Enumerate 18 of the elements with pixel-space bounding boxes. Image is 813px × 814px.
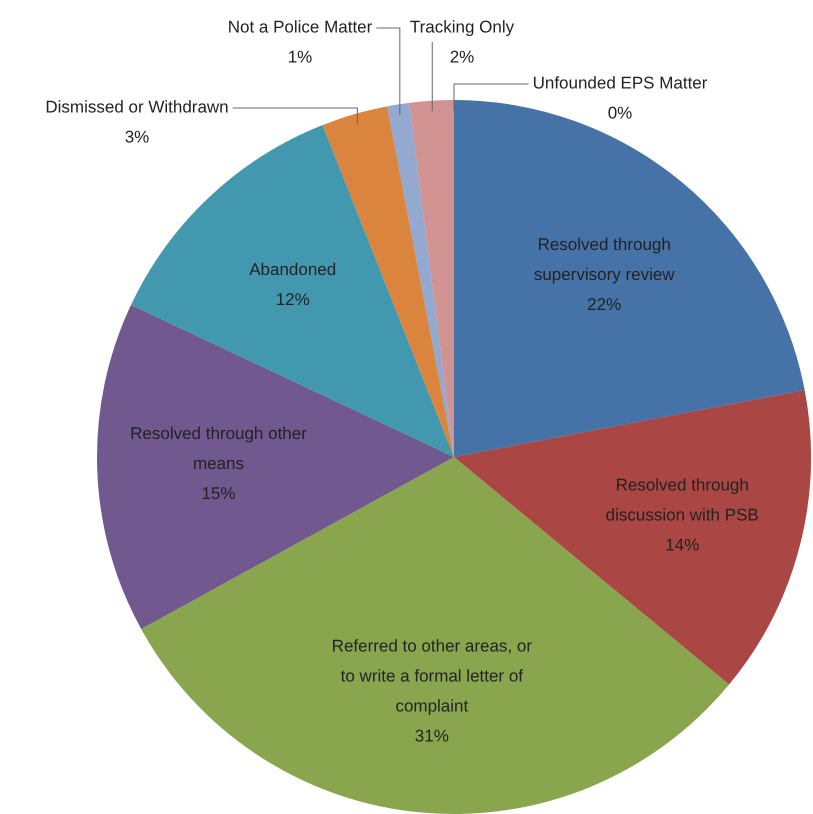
text: 0% bbox=[608, 104, 632, 123]
data-label: 15% bbox=[201, 484, 236, 504]
data-label: 12% bbox=[276, 290, 310, 309]
slice-label: Resolved through discussion with PSB bbox=[606, 475, 759, 524]
slice-label: Resolved through other means bbox=[130, 424, 308, 474]
category-label: Unfounded EPS Matter bbox=[532, 74, 708, 93]
data-label: 1% bbox=[288, 48, 312, 67]
slice-label: Dismissed or Withdrawn bbox=[45, 98, 229, 117]
data-label: 2% bbox=[450, 48, 474, 67]
slice-label: Resolved through supervisory review bbox=[534, 235, 676, 284]
slice-label: Referred to other areas, or to write a formal letter of complaint bbox=[332, 636, 532, 716]
slice-label: Not a Police Matter bbox=[228, 18, 373, 37]
data-label: 22% bbox=[587, 295, 622, 314]
slice-label: Abandoned bbox=[249, 260, 336, 279]
data-label: 3% bbox=[124, 128, 150, 147]
slice-label: Tracking Only bbox=[410, 18, 515, 37]
data-label: 31% bbox=[414, 726, 449, 746]
data-label: 14% bbox=[665, 535, 700, 554]
